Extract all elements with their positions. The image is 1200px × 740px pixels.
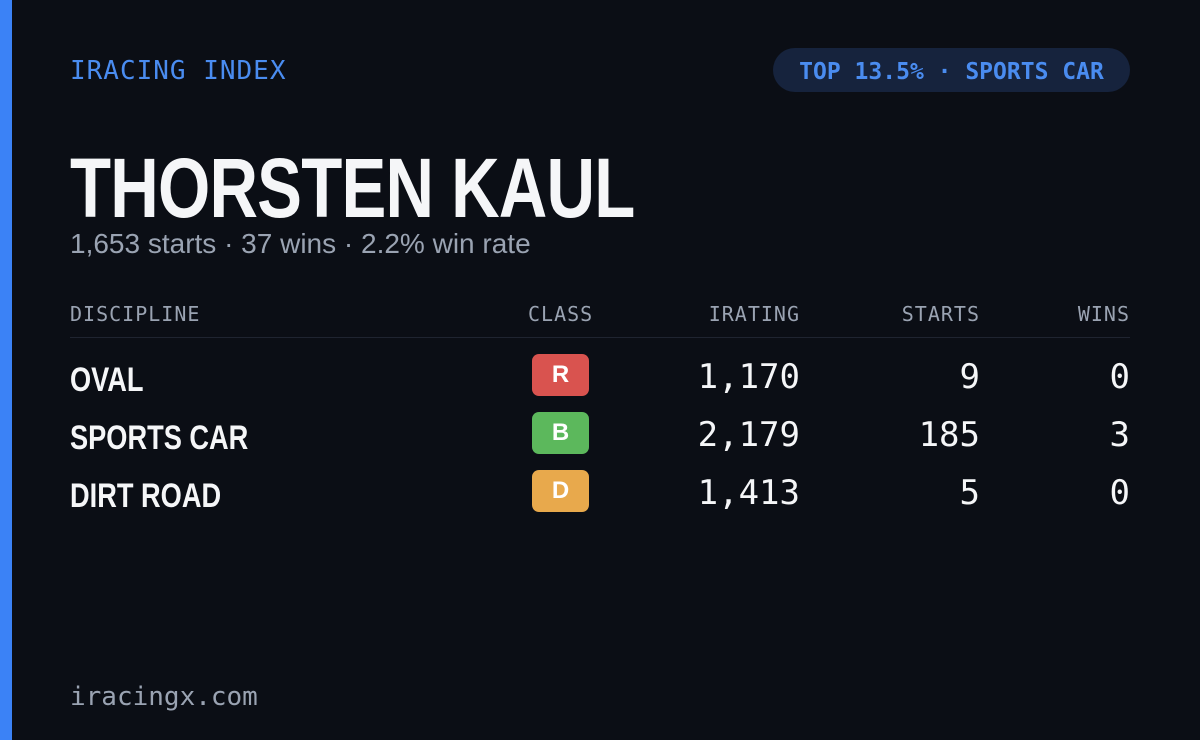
starts: 9 [959, 357, 980, 397]
class-badge: R [532, 354, 589, 396]
column-header: IRATING [708, 302, 800, 326]
column-header: WINS [1077, 302, 1130, 326]
header-rule [70, 337, 1130, 338]
discipline: SPORTS CAR [70, 419, 249, 457]
summary: 1,653 starts · 37 wins · 2.2% win rate [70, 228, 531, 259]
class-badge: D [532, 470, 589, 512]
brand: IRACING INDEX [70, 56, 287, 86]
column-header: STARTS [901, 302, 980, 326]
irating: 1,170 [697, 357, 800, 397]
discipline: OVAL [70, 361, 144, 399]
site: iracingx.com [70, 682, 258, 712]
column-header: CLASS [528, 302, 594, 326]
wins: 0 [1109, 357, 1130, 397]
rank-badge: TOP 13.5% · SPORTS CAR [773, 48, 1130, 92]
starts: 5 [959, 473, 980, 513]
irating: 2,179 [697, 415, 800, 455]
column-header: DISCIPLINE [70, 302, 201, 326]
accent-bar [0, 0, 12, 740]
driver-name: THORSTEN KAUL [70, 141, 635, 235]
irating: 1,413 [697, 473, 800, 513]
wins: 3 [1109, 415, 1130, 455]
class-badge: B [532, 412, 589, 454]
discipline: DIRT ROAD [70, 477, 222, 515]
wins: 0 [1109, 473, 1130, 513]
starts: 185 [918, 415, 980, 455]
